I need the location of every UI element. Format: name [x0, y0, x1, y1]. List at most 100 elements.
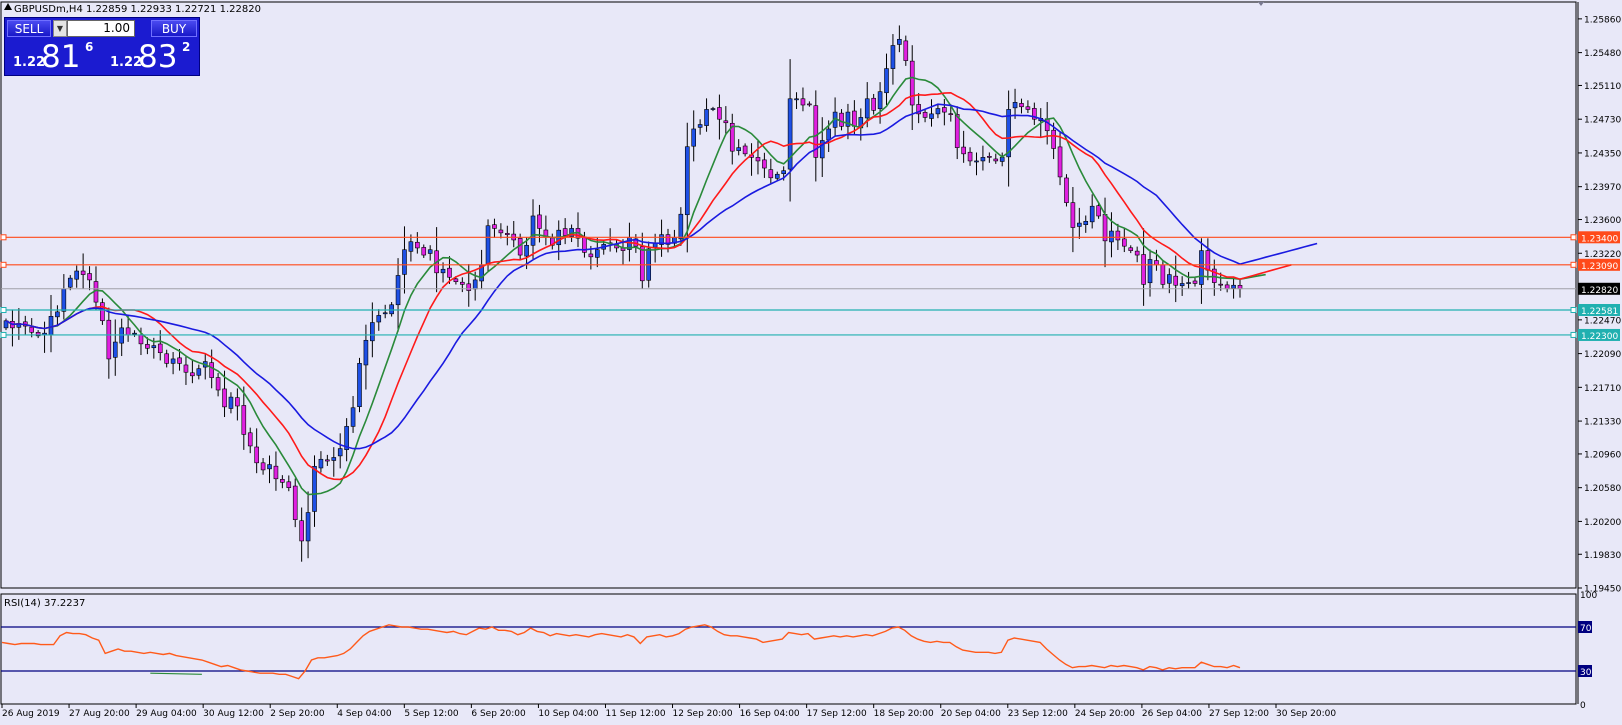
bull-candle: [61, 288, 67, 312]
bull-candle: [980, 157, 986, 162]
bear-candle: [145, 344, 150, 349]
bear-candle: [1051, 129, 1056, 149]
bear-candle: [1070, 202, 1076, 228]
bear-candle: [537, 214, 542, 229]
bear-candle: [125, 327, 131, 336]
bear-candle: [215, 377, 221, 391]
bear-candle: [768, 169, 774, 179]
one-click-trade-panel: SELL ▼ 1.00 BUY 1.22 81 6 1.22 83 2: [4, 17, 200, 76]
bull-candle: [395, 275, 401, 306]
x-tick-label: 26 Aug 2019: [2, 709, 60, 719]
y-tick-label: 1.20200: [1584, 518, 1621, 528]
bear-candle: [967, 151, 973, 162]
y-tick-label: 1.25110: [1584, 82, 1621, 92]
current-price-tag: [1578, 282, 1620, 295]
bear-candle: [1218, 283, 1224, 286]
bull-candle: [1186, 282, 1191, 284]
bear-candle: [800, 98, 806, 106]
bull-candle: [408, 241, 414, 252]
level-handle: [1570, 331, 1577, 338]
bear-candle: [717, 107, 722, 120]
bull-candle: [305, 512, 311, 542]
level-price-label: 1.22581: [1581, 307, 1618, 317]
rsi-header: RSI(14) 37.2237: [4, 598, 85, 609]
bull-candle: [684, 146, 690, 216]
bear-candle: [505, 233, 510, 235]
bear-candle: [80, 270, 86, 275]
bull-candle: [67, 277, 73, 288]
level-price-label: 1.23090: [1581, 262, 1618, 272]
bear-candle: [1019, 103, 1024, 108]
bull-candle: [427, 249, 433, 254]
bear-candle: [138, 334, 144, 345]
bear-candle: [948, 113, 954, 115]
bear-candle: [639, 246, 645, 282]
buy-button[interactable]: BUY: [151, 20, 197, 37]
bear-candle: [665, 234, 671, 245]
bear-candle: [723, 120, 729, 124]
bear-candle: [1064, 177, 1069, 203]
bear-candle: [1115, 230, 1121, 241]
level-price-tag: [1578, 304, 1620, 317]
buy-price[interactable]: 1.22 83 2: [102, 39, 198, 75]
bear-candle: [1096, 205, 1101, 217]
bull-candle: [794, 98, 799, 101]
bear-candle: [839, 112, 844, 127]
buy-price-fraction: 2: [182, 40, 191, 54]
bull-candle: [485, 225, 491, 266]
y-tick-label: 1.22090: [1584, 350, 1621, 360]
bull-candle: [652, 243, 658, 248]
bear-candle: [993, 158, 999, 162]
bull-candle: [781, 170, 786, 175]
x-tick-label: 20 Sep 04:00: [941, 709, 1001, 719]
bear-candle: [562, 228, 568, 236]
bear-candle: [1141, 254, 1146, 285]
rsi-pane-border: [0, 593, 1577, 705]
y-tick-label: 1.24730: [1584, 116, 1621, 126]
bull-candle: [350, 407, 356, 427]
lot-size-input[interactable]: 1.00: [67, 20, 135, 37]
bull-candle: [1077, 222, 1082, 227]
y-tick-label: 1.23600: [1584, 216, 1621, 226]
bear-candle: [453, 278, 459, 282]
bull-candle: [1167, 274, 1172, 284]
bear-candle: [273, 465, 279, 480]
bull-candle: [1006, 109, 1011, 158]
sell-price[interactable]: 1.22 81 6: [5, 39, 101, 75]
bear-candle: [1128, 247, 1134, 251]
bear-candle: [1122, 238, 1127, 247]
price-pane-border: [0, 1, 1577, 589]
x-tick-label: 29 Aug 04:00: [136, 709, 197, 719]
bear-candle: [183, 364, 189, 373]
bull-candle: [884, 68, 889, 94]
bull-candle: [594, 249, 600, 258]
bear-candle: [235, 397, 240, 407]
bull-candle: [344, 426, 349, 450]
bear-candle: [954, 114, 960, 148]
lot-decrease-arrow[interactable]: ▼: [53, 20, 67, 37]
bull-candle: [935, 108, 941, 115]
sell-button[interactable]: SELL: [7, 20, 51, 37]
bear-candle: [1025, 106, 1031, 110]
bear-candle: [729, 122, 735, 152]
bear-candle: [157, 343, 163, 354]
price-pane: [0, 1, 1577, 589]
y-tick-label: 1.25480: [1584, 49, 1621, 59]
bull-candle: [331, 457, 337, 461]
bear-candle: [177, 357, 182, 364]
y-tick-label: 1.22470: [1584, 316, 1621, 326]
symbol-header: GBPUSDm,H4 1.22859 1.22933 1.22721 1.228…: [14, 4, 261, 15]
bull-candle: [710, 108, 716, 110]
sell-price-prefix: 1.22: [13, 55, 46, 70]
bull-candle: [1147, 259, 1153, 284]
bear-candle: [247, 432, 253, 447]
bull-candle: [48, 316, 54, 336]
buy-price-prefix: 1.22: [110, 55, 143, 70]
bull-candle: [357, 363, 362, 407]
rsi-y-tick-label: 0: [1580, 701, 1586, 711]
bull-candle: [524, 244, 529, 257]
rsi-pane: [0, 593, 1577, 705]
x-tick-label: 18 Sep 20:00: [874, 709, 934, 719]
